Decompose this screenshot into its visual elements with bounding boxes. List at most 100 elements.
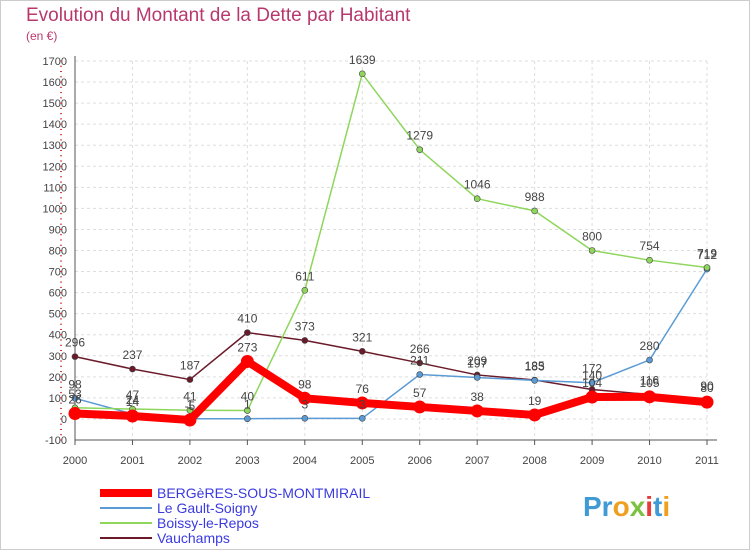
data-label: -5 <box>185 399 196 413</box>
y-minor-tick <box>60 376 62 378</box>
y-minor-tick <box>60 71 62 73</box>
data-point <box>416 359 424 367</box>
data-label: 712 <box>697 248 717 262</box>
data-labels: 26 14 -5 273 98 76 57 38 19 104 105 80 98 24 1 1 3 3 211 19… <box>65 53 717 413</box>
data-point <box>588 379 596 387</box>
y-minor-tick <box>60 271 62 273</box>
data-label: 185 <box>525 359 545 373</box>
y-minor-tick <box>60 318 62 320</box>
series-line-0 <box>74 357 708 424</box>
series-line-3 <box>74 331 708 401</box>
data-point <box>646 356 653 364</box>
y-minor-tick <box>60 176 62 178</box>
y-tick-label: 1200 <box>43 161 67 173</box>
data-point <box>528 408 542 422</box>
y-minor-tick <box>60 144 62 146</box>
y-minor-tick <box>60 328 62 330</box>
x-tick-label: 2003 <box>235 455 259 467</box>
legend-label: Le Gault-Soigny <box>157 500 257 516</box>
y-minor-tick <box>60 439 62 441</box>
y-minor-tick <box>60 186 62 188</box>
data-point <box>68 406 82 420</box>
y-minor-tick <box>60 402 62 404</box>
y-tick-label: 1500 <box>43 98 67 110</box>
data-label: 197 <box>467 356 487 370</box>
x-tick-label: 2010 <box>637 455 661 467</box>
data-point <box>358 415 366 422</box>
data-label: 183 <box>525 359 545 373</box>
data-label: 211 <box>410 354 429 368</box>
y-minor-tick <box>60 339 62 341</box>
y-minor-tick <box>60 228 62 230</box>
y-minor-tick <box>60 260 62 262</box>
data-point <box>301 286 309 294</box>
y-minor-tick <box>60 244 62 246</box>
data-label: 172 <box>582 362 602 376</box>
y-tick-label: 1600 <box>43 77 67 89</box>
data-point <box>531 207 538 215</box>
y-tick-label: 1300 <box>43 140 67 152</box>
data-point <box>125 409 139 423</box>
y-minor-tick <box>60 139 62 141</box>
chart-title: Evolution du Montant de la Dette par Hab… <box>26 5 411 26</box>
x-tick-label: 2002 <box>178 455 202 467</box>
data-label: 19 <box>528 394 542 408</box>
y-minor-tick <box>60 276 62 278</box>
data-point <box>700 395 714 409</box>
data-point <box>244 415 251 423</box>
data-point <box>416 371 424 378</box>
data-label: 53 <box>68 387 82 401</box>
y-tick-label: 1100 <box>43 182 67 194</box>
y-tick-label: -100 <box>45 435 67 447</box>
data-label: 373 <box>295 319 315 333</box>
y-tick-label: 300 <box>49 351 67 363</box>
data-point <box>244 407 251 414</box>
x-tick-label: 2009 <box>580 455 604 467</box>
x-tick-label: 2007 <box>465 455 489 467</box>
x-tick-label: 2005 <box>350 455 374 467</box>
y-tick-label: 500 <box>49 309 67 321</box>
data-point <box>585 390 599 404</box>
y-tick-label: 800 <box>49 246 67 258</box>
y-tick-label: 200 <box>49 372 67 384</box>
data-point <box>240 354 254 368</box>
y-minor-tick <box>60 134 62 136</box>
data-label: 1 <box>187 398 194 412</box>
y-minor-tick <box>60 423 62 425</box>
data-label: 90 <box>700 379 714 393</box>
x-tick-label: 2000 <box>63 455 87 467</box>
chart-subtitle: (en €) <box>26 29 57 43</box>
y-minor-tick <box>60 418 62 420</box>
data-label: 719 <box>697 247 717 261</box>
data-point <box>301 415 309 422</box>
data-point <box>71 395 79 402</box>
data-point <box>416 146 424 153</box>
data-label: 296 <box>65 336 85 350</box>
y-minor-tick <box>60 223 62 225</box>
proxiti-logo: Proxiti <box>583 491 670 522</box>
y-minor-tick <box>60 149 62 151</box>
data-label: 80 <box>700 381 714 395</box>
y-tick-label: 400 <box>49 330 67 342</box>
data-point <box>186 376 194 383</box>
y-minor-tick <box>60 171 62 173</box>
y-minor-tick <box>60 360 62 362</box>
data-label: 800 <box>582 230 602 244</box>
data-label: 237 <box>122 348 142 362</box>
data-point <box>301 337 309 344</box>
y-tick-label: 600 <box>49 288 67 300</box>
y-minor-tick <box>60 413 62 415</box>
y-minor-tick <box>60 155 62 157</box>
data-label: 26 <box>68 392 82 406</box>
y-minor-tick <box>60 123 62 125</box>
y-minor-tick <box>60 250 62 251</box>
data-label: 38 <box>471 390 485 404</box>
data-point <box>588 247 596 254</box>
data-point <box>186 407 194 414</box>
y-tick-label: 100 <box>49 393 67 405</box>
data-label: 116 <box>640 374 659 388</box>
y-minor-tick <box>60 97 62 99</box>
data-point <box>703 264 711 271</box>
y-tick-label: 700 <box>49 267 67 279</box>
